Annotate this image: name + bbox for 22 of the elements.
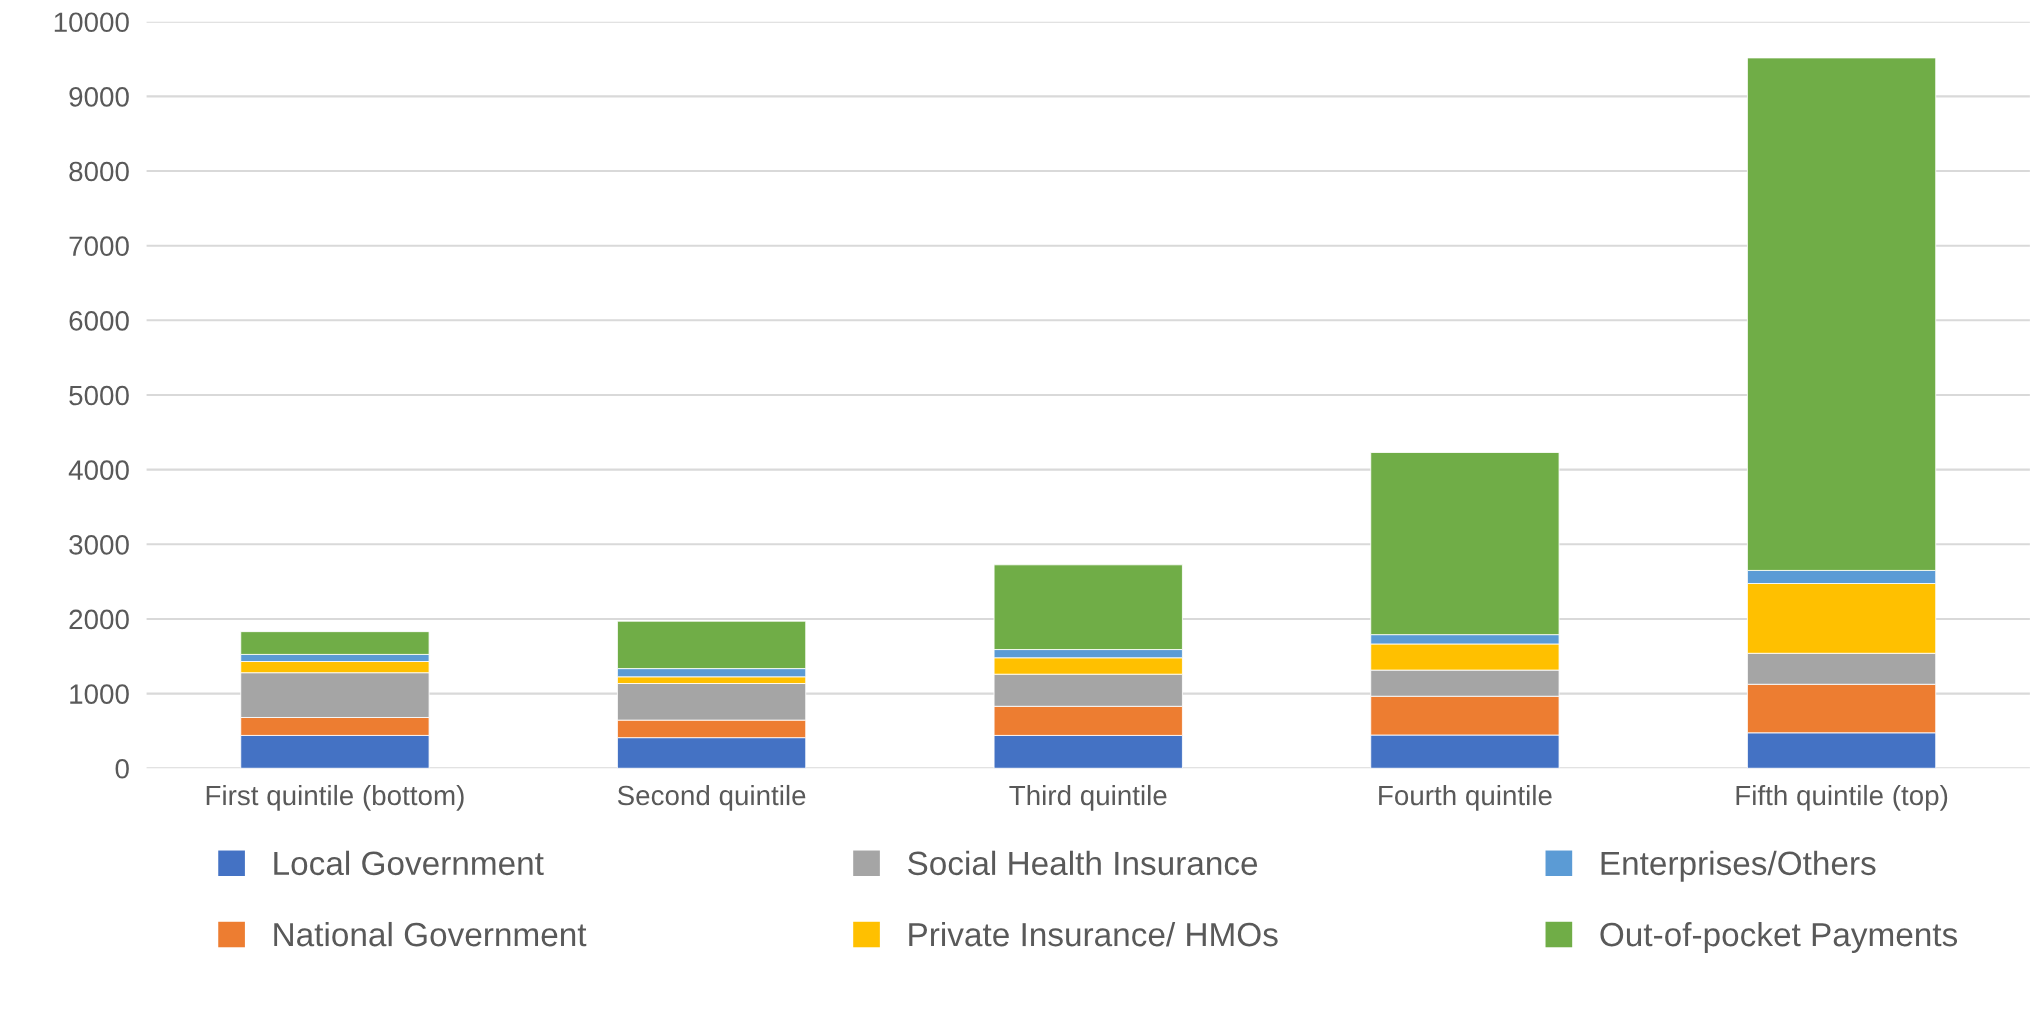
legend-label: Social Health Insurance <box>908 850 1258 876</box>
legend-label: National Government <box>274 921 587 947</box>
y-tick-label: 6000 <box>69 311 129 331</box>
y-tick-label: 10000 <box>54 12 129 33</box>
y-tick-label: 4000 <box>68 460 129 480</box>
x-tick-label: Second quintile <box>617 784 806 811</box>
legend-label: Private Insurance/ HMOs <box>909 921 1278 947</box>
y-tick-label: 3000 <box>69 534 129 555</box>
legend-label: Enterprises/Others <box>1601 850 1876 882</box>
x-tick-label: First quintile (bottom) <box>206 784 464 811</box>
y-tick-label: 1000 <box>70 684 129 704</box>
y-tick-label: 2000 <box>69 609 129 630</box>
y-tick-label: 5000 <box>69 385 129 406</box>
x-tick-label: Third quintile <box>1009 784 1167 811</box>
y-tick-label: 0 <box>115 758 129 779</box>
y-tick-label: 9000 <box>69 87 129 107</box>
x-tick-label: Fifth quintile (top) <box>1736 784 1948 811</box>
y-tick-label: 8000 <box>69 161 129 182</box>
y-tick-label: 7000 <box>69 236 129 257</box>
x-tick-label: Fourth quintile <box>1379 784 1552 811</box>
legend-label: Out-of-pocket Payments <box>1600 921 1958 954</box>
legend-label: Local Government <box>274 850 544 876</box>
